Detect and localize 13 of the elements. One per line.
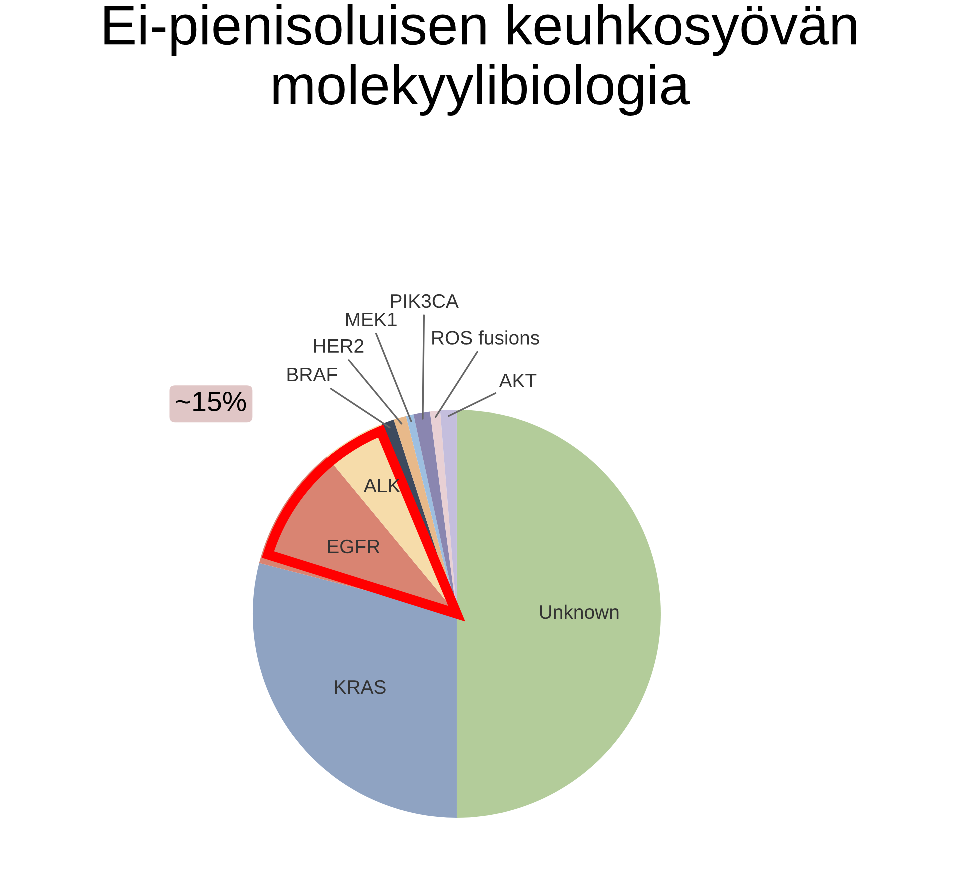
slice-label: BRAF xyxy=(288,368,338,382)
slice-label: EGFR xyxy=(328,540,380,554)
text: ~15% xyxy=(176,392,246,412)
pie-slice xyxy=(253,563,457,818)
slice-label: MEK1 xyxy=(346,312,397,326)
slice-label: HER2 xyxy=(314,339,364,353)
slice-label: AKT xyxy=(499,374,537,388)
slice-label: ROS fusions xyxy=(432,330,540,345)
pie-slice xyxy=(456,410,661,818)
slice-label: KRAS xyxy=(335,680,386,694)
slice-label: PIK3CA xyxy=(391,294,459,308)
slice-label: Unknown xyxy=(540,604,619,620)
chart-title: Ei-pienisoluisen keuhkosyövän molekyylibiologia xyxy=(104,4,856,116)
